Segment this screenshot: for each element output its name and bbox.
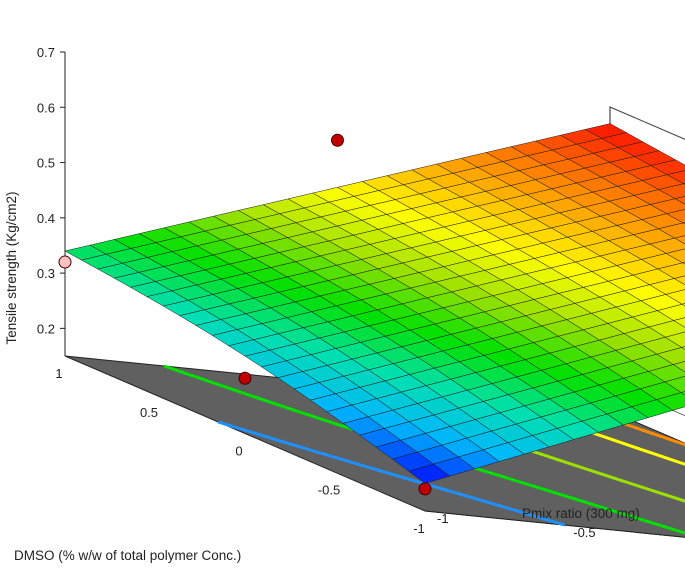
- tick-labels: 0.20.30.40.50.60.710.50-0.5-1-1-0.500.51: [37, 45, 596, 540]
- design-point: [418, 482, 432, 496]
- x-tick-label: 0: [235, 444, 242, 459]
- x-axis-label: DMSO (% w/w of total polymer Conc.): [14, 548, 241, 563]
- response-surface: [64, 123, 685, 484]
- axis-labels: Tensile strength (Kg/cm2) DMSO (% w/w of…: [4, 191, 640, 563]
- y-tick-label: -0.5: [573, 525, 595, 540]
- z-tick-label: 0.7: [37, 45, 55, 60]
- z-tick-label: 0.4: [37, 211, 55, 226]
- x-tick-label: 0.5: [140, 405, 158, 420]
- design-point: [58, 255, 72, 269]
- z-tick-label: 0.3: [37, 266, 55, 281]
- front-frame: [64, 52, 66, 356]
- y-tick-label: -1: [437, 511, 449, 526]
- surface-cell: [64, 244, 107, 261]
- contour-line: [217, 420, 566, 527]
- design-point: [331, 133, 344, 147]
- x-tick-label: 1: [55, 366, 62, 381]
- design-points: [58, 133, 432, 496]
- y-axis-label: Pmix ratio (300 mg): [522, 506, 640, 521]
- x-tick-label: -1: [413, 521, 425, 536]
- wall-gridline: [609, 106, 685, 140]
- z-tick-label: 0.6: [37, 100, 55, 115]
- z-axis-label: Tensile strength (Kg/cm2): [4, 191, 19, 344]
- x-tick-label: -0.5: [318, 482, 340, 497]
- z-tick-label: 0.2: [37, 321, 55, 336]
- design-point: [238, 371, 252, 385]
- z-tick-label: 0.5: [37, 156, 55, 171]
